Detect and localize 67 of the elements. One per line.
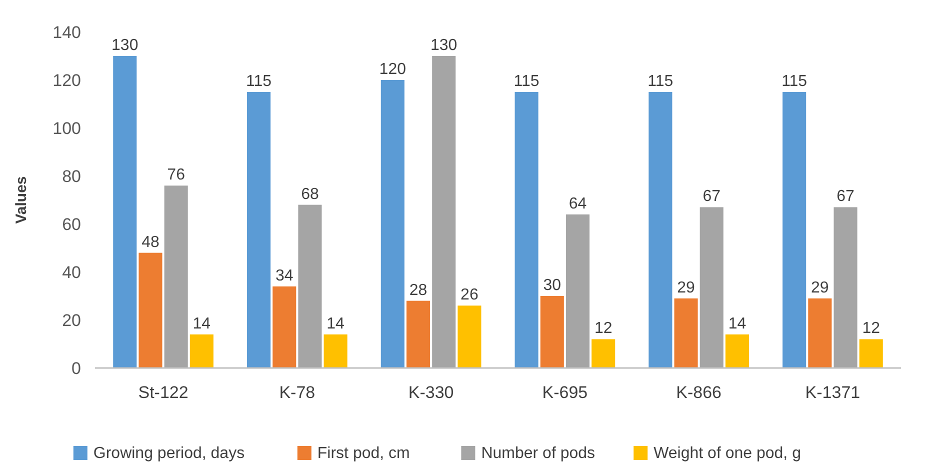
bar (540, 296, 564, 368)
data-label: 29 (811, 279, 829, 296)
data-label: 115 (514, 73, 540, 90)
data-label: 28 (409, 282, 428, 299)
y-tick-label: 140 (52, 23, 81, 42)
data-label: 34 (275, 267, 294, 284)
bar (190, 334, 214, 368)
data-label: 64 (568, 195, 587, 212)
bar (566, 214, 590, 368)
x-tick-label: K-330 (408, 383, 454, 402)
bar (834, 207, 858, 368)
y-tick-label: 40 (62, 263, 81, 282)
bar (808, 298, 832, 368)
y-tick-label: 0 (72, 359, 81, 378)
bar (164, 186, 188, 368)
bar (298, 204, 322, 368)
x-tick-label: K-78 (279, 383, 316, 402)
y-tick-label: 80 (62, 167, 81, 186)
bar (138, 252, 162, 368)
bar (272, 286, 296, 368)
data-label: 130 (112, 37, 138, 54)
x-tick-label: K-695 (542, 383, 588, 402)
y-tick-label: 60 (62, 215, 81, 234)
bar (324, 334, 348, 368)
data-label: 115 (782, 73, 808, 90)
data-label: 68 (301, 186, 319, 203)
data-label: 76 (167, 166, 186, 184)
bar (859, 339, 883, 368)
y-tick-label: 20 (62, 311, 81, 330)
bar (648, 92, 672, 368)
data-label: 30 (543, 277, 562, 294)
bar (432, 56, 456, 368)
data-label: 29 (677, 279, 696, 296)
x-tick-label: K-866 (676, 383, 722, 402)
data-label: 130 (430, 37, 458, 54)
data-label: 14 (326, 315, 345, 332)
data-label: 14 (192, 315, 211, 332)
data-label: 115 (648, 73, 674, 90)
bar (458, 306, 482, 368)
data-label: 120 (379, 61, 406, 78)
bar (592, 339, 616, 368)
legend-label: Number of pods (481, 445, 596, 462)
data-label: 12 (594, 320, 612, 338)
legend-label: First pod, cm (317, 445, 410, 462)
x-tick-label: St-122 (138, 383, 188, 402)
bar (725, 334, 749, 368)
bar (406, 300, 430, 368)
bar (380, 80, 404, 368)
data-label: 14 (728, 315, 746, 332)
data-label: 48 (142, 234, 160, 251)
data-label: 12 (862, 320, 880, 338)
y-axis-title: Values (13, 176, 30, 224)
data-label: 115 (246, 73, 272, 90)
bar (674, 298, 698, 368)
x-tick-label: K-1371 (805, 383, 860, 402)
legend-label: Weight of one pod, g (654, 445, 801, 462)
bar (514, 92, 538, 368)
data-label: 67 (836, 188, 855, 206)
y-tick-label: 120 (52, 71, 81, 90)
bar (113, 56, 137, 368)
data-label: 67 (702, 188, 721, 206)
data-label: 26 (460, 286, 478, 304)
bar (700, 207, 724, 368)
bar (247, 92, 271, 368)
legend-label: Growing period, days (93, 445, 245, 462)
y-tick-label: 100 (52, 119, 81, 138)
bar (782, 92, 806, 368)
